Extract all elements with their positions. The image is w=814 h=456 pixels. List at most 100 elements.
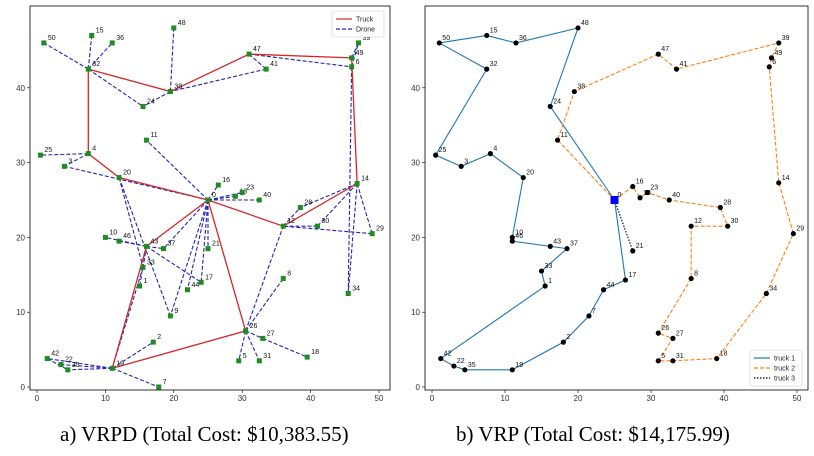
node-label: 19 bbox=[515, 362, 523, 369]
customer-node bbox=[655, 51, 661, 57]
x-tick-label: 0 bbox=[430, 394, 435, 403]
drone-edge bbox=[245, 225, 284, 332]
customer-node bbox=[725, 223, 731, 229]
customer-node bbox=[116, 238, 122, 244]
node-label: 47 bbox=[661, 46, 669, 53]
legend: Truck Drone bbox=[331, 10, 385, 38]
node-label: 48 bbox=[178, 20, 186, 27]
legend-label: truck 2 bbox=[774, 366, 795, 373]
drone-edge bbox=[170, 68, 267, 93]
node-label: 32 bbox=[490, 61, 498, 68]
node-label: 15 bbox=[490, 27, 498, 34]
drone-edge bbox=[118, 177, 144, 268]
node-label: 40 bbox=[672, 192, 680, 199]
customer-node bbox=[509, 367, 515, 373]
customer-node bbox=[161, 246, 167, 252]
customer-node bbox=[451, 363, 457, 369]
x-tick-label: 30 bbox=[647, 394, 656, 403]
node-label: 7 bbox=[592, 308, 596, 315]
customer-node bbox=[198, 279, 204, 285]
customer-node bbox=[670, 358, 676, 364]
node-label: 30 bbox=[731, 218, 739, 225]
customer-node bbox=[256, 197, 262, 203]
customer-node bbox=[547, 103, 553, 110]
customer-node bbox=[140, 264, 146, 270]
customer-node bbox=[575, 25, 581, 31]
node-label: 32 bbox=[92, 61, 100, 68]
legend-label: Truck bbox=[356, 17, 374, 24]
drone-edge bbox=[67, 367, 113, 371]
customer-node bbox=[538, 268, 545, 274]
node-label: 36 bbox=[116, 35, 124, 42]
customer-node bbox=[239, 190, 245, 196]
customer-node bbox=[509, 238, 515, 244]
customer-node bbox=[232, 193, 238, 199]
y-tick-label: 0 bbox=[416, 383, 421, 392]
caption-vrpd: a) VRPD (Total Cost: $10,383.55) bbox=[60, 422, 349, 446]
drone-edge bbox=[317, 183, 358, 227]
node-label: 20 bbox=[123, 170, 131, 177]
customer-node bbox=[215, 182, 221, 188]
drone-edge bbox=[245, 330, 263, 339]
node-label: 42 bbox=[444, 351, 452, 358]
node-label: 5 bbox=[243, 353, 247, 360]
customer-node bbox=[246, 51, 252, 57]
node-label: 0 bbox=[618, 192, 622, 199]
node-label: 18 bbox=[311, 349, 319, 356]
node-label: 8 bbox=[287, 271, 291, 278]
customer-node bbox=[314, 223, 320, 229]
drone-edge bbox=[283, 225, 373, 235]
x-tick-label: 50 bbox=[793, 394, 802, 403]
node-label: 24 bbox=[147, 99, 155, 106]
drone-edge bbox=[146, 245, 164, 250]
drone-edge bbox=[186, 199, 209, 290]
customer-node bbox=[345, 291, 351, 296]
customer-node bbox=[150, 339, 156, 345]
x-tick-label: 10 bbox=[501, 394, 510, 403]
drone-edge bbox=[262, 337, 308, 358]
node-label: 38 bbox=[577, 84, 585, 91]
drone-edge bbox=[347, 183, 358, 294]
customer-node bbox=[433, 152, 439, 158]
customer-node bbox=[61, 163, 67, 169]
drone-edge bbox=[118, 240, 147, 247]
route-truck-3 bbox=[613, 199, 634, 252]
node-label: 19 bbox=[116, 360, 124, 367]
customer-node bbox=[670, 335, 676, 341]
customer-node bbox=[763, 290, 769, 297]
node-label: 46 bbox=[123, 233, 131, 240]
truck-route bbox=[87, 53, 358, 370]
node-label: 9 bbox=[174, 308, 178, 315]
node-label: 25 bbox=[44, 147, 52, 154]
drone-edge bbox=[64, 153, 89, 167]
customer-node bbox=[513, 40, 519, 46]
node-label: 39 bbox=[782, 35, 790, 42]
node-label: 23 bbox=[650, 185, 658, 192]
chart-vrpd: 0102030405001020304001234567891011121314… bbox=[16, 5, 391, 403]
customer-node bbox=[484, 66, 490, 72]
node-label: 37 bbox=[168, 241, 176, 248]
drone-edge bbox=[200, 199, 209, 283]
customer-node bbox=[167, 89, 173, 95]
node-label: 0 bbox=[212, 192, 216, 199]
drone-edge bbox=[146, 245, 202, 283]
node-label: 16 bbox=[222, 177, 230, 184]
customer-node bbox=[137, 283, 143, 289]
node-label: 44 bbox=[607, 282, 615, 289]
node-label: 17 bbox=[628, 272, 636, 279]
customer-node bbox=[65, 367, 71, 373]
customer-node bbox=[655, 358, 661, 364]
drone-edge bbox=[238, 330, 247, 361]
drone-edge bbox=[356, 183, 373, 234]
node-label: 35 bbox=[468, 362, 476, 369]
customer-node bbox=[184, 287, 190, 293]
customer-node bbox=[140, 104, 146, 109]
node-label: 25 bbox=[439, 147, 447, 154]
node-label: 11 bbox=[150, 132, 157, 139]
node-label: 18 bbox=[720, 351, 728, 358]
plot-frame bbox=[424, 5, 809, 391]
customer-node bbox=[637, 195, 643, 201]
node-label: 11 bbox=[561, 132, 568, 139]
customer-node bbox=[349, 64, 355, 70]
node-label: 1 bbox=[548, 278, 552, 285]
